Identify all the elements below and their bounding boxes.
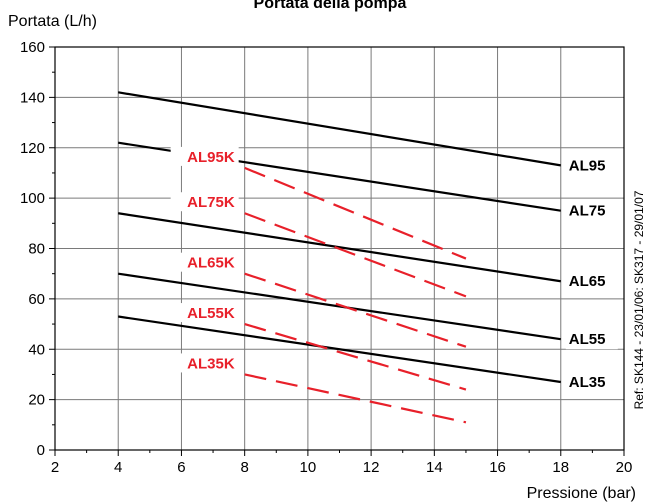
series-label-bg: [565, 371, 618, 392]
series-label-al75k: AL75K: [187, 194, 235, 211]
y-tick-label: 80: [28, 241, 45, 258]
series-label-al55: AL55: [569, 331, 606, 348]
series-line-al95k: [244, 166, 467, 260]
y-tick-label: 0: [37, 442, 45, 459]
axis-ticks: [49, 46, 625, 456]
x-tick-label: 6: [177, 459, 185, 476]
y-tick-label: 60: [28, 291, 45, 308]
series-line-al55k: [244, 323, 467, 391]
x-tick-label: 12: [363, 459, 380, 476]
series-line-al55: [118, 272, 561, 341]
series-line-al35: [118, 315, 561, 384]
series-label-al65: AL65: [569, 273, 606, 290]
x-tick-label: 2: [51, 459, 59, 476]
x-tick-label: 8: [240, 459, 248, 476]
series-label-bg: [565, 155, 618, 176]
series-label-bg: [170, 353, 239, 373]
series-label-bg: [565, 271, 618, 292]
series-label-al75: AL75: [569, 203, 606, 220]
series-label-bg: [170, 303, 239, 323]
series-label-al65k: AL65K: [187, 255, 235, 272]
series-label-al55k: AL55K: [187, 305, 235, 322]
series-label-bg: [170, 192, 239, 212]
series-label-al35: AL35: [569, 374, 606, 391]
series-label-bg: [170, 146, 239, 166]
y-axis-label: Portata (L/h): [8, 13, 97, 30]
reference-note: Ref: SK144 - 23/01/06: SK317 - 29/01/07: [632, 190, 646, 409]
series-label-bg: [565, 200, 618, 221]
y-tick-label: 140: [20, 89, 45, 106]
series-label-al35k: AL35K: [187, 355, 235, 372]
y-tick-label: 120: [20, 140, 45, 157]
y-tick-label: 100: [20, 190, 45, 207]
series-label-al95: AL95: [569, 157, 606, 174]
label-layer: 2 4 6 8 10 12 14 16 18 20 0 20 40 60 80 100 120 140 160 AL9…: [20, 39, 632, 476]
series-label-al95k: AL95K: [187, 149, 235, 166]
x-tick-label: 20: [616, 459, 633, 476]
y-tick-label: 160: [20, 39, 45, 56]
series-label-bg: [170, 252, 239, 272]
x-axis-label: Pressione (bar): [527, 485, 636, 502]
x-tick-label: 10: [300, 459, 317, 476]
series-line-al75k: [244, 212, 467, 298]
y-tick-label: 20: [28, 392, 45, 409]
series-line-al95: [118, 91, 561, 167]
chart-title: Portata della pompa: [254, 0, 407, 12]
y-tick-label: 40: [28, 341, 45, 358]
series-line-al65k: [244, 272, 467, 348]
x-tick-label: 18: [552, 459, 569, 476]
series-line-al35k: [244, 373, 467, 424]
series-line-al65: [118, 212, 561, 283]
x-tick-label: 4: [114, 459, 122, 476]
series-label-bg: [565, 329, 618, 350]
x-tick-label: 16: [489, 459, 506, 476]
grid: [55, 47, 624, 450]
x-tick-label: 14: [426, 459, 443, 476]
